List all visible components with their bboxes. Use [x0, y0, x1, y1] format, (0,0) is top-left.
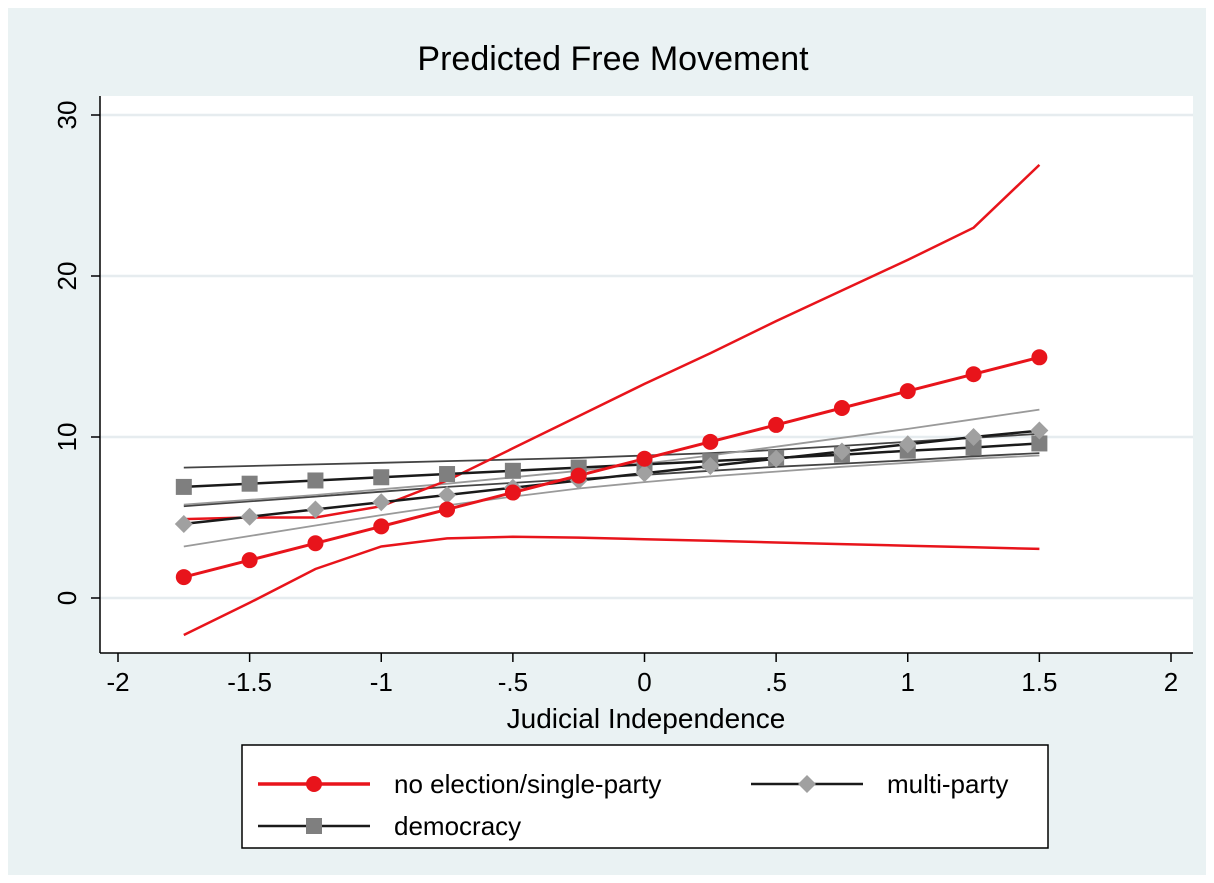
data-point [439, 501, 456, 518]
grid-lines [100, 113, 1193, 600]
data-point [767, 449, 786, 468]
data-point [636, 450, 653, 467]
data-point [899, 383, 916, 400]
y-tick-label: 20 [52, 262, 82, 291]
legend-items: no election/single-party multi-party democ… [258, 769, 1008, 841]
data-point [570, 467, 587, 484]
data-point [833, 400, 850, 417]
x-tick-label: 0 [637, 667, 651, 697]
legend-box [241, 744, 1049, 849]
legend-swatch-marker [306, 776, 322, 792]
ci-upper-line [183, 432, 1040, 469]
data-point [438, 485, 457, 504]
data-point [768, 416, 785, 433]
x-tick-label: 1 [901, 667, 915, 697]
data-point [1031, 435, 1048, 452]
data-point [964, 428, 983, 446]
data-point [635, 464, 654, 483]
data-point [175, 478, 192, 495]
data-point [965, 439, 982, 456]
data-point [1030, 421, 1049, 440]
data-point [307, 472, 324, 489]
chart-figure: Predicted Free Movement 0 10 20 30 -2 -1.5 -1-… [8, 8, 1206, 875]
x-tick-label: -1 [370, 667, 393, 697]
data-point [175, 569, 192, 586]
data-point [174, 514, 193, 533]
legend-label: democracy [394, 811, 521, 841]
data-point [307, 535, 324, 552]
chart-title: Predicted Free Movement [417, 40, 809, 78]
data-point [372, 493, 391, 512]
x-tick-label: -1.5 [227, 667, 272, 697]
data-point [373, 469, 390, 486]
series-lines [183, 355, 1040, 579]
ci-lower-line [183, 454, 1040, 548]
data-point [702, 433, 719, 450]
data-point [701, 456, 720, 475]
data-point [241, 552, 258, 569]
series-markers [174, 349, 1049, 586]
data-point [504, 484, 521, 501]
x-tick-label: .5 [765, 667, 787, 697]
legend-swatch-marker [798, 775, 816, 793]
data-point [241, 475, 258, 492]
plot-area [100, 96, 1193, 653]
legend-swatch-marker [306, 818, 322, 834]
legend-label: no election/single-party [394, 769, 661, 799]
legend-label: multi-party [887, 769, 1008, 799]
x-tick-label: -.5 [498, 667, 528, 697]
x-tick-label: 1.5 [1021, 667, 1057, 697]
y-tick-label: 0 [52, 591, 82, 605]
ci-upper-line [183, 163, 1041, 521]
data-point [832, 442, 851, 461]
y-tick-label: 10 [52, 423, 82, 452]
y-tick-label: 30 [52, 101, 82, 130]
ci-lower-line [183, 535, 1040, 637]
series-line [183, 429, 1040, 526]
axes: 0 10 20 30 -2 -1.5 -1 -.5 0 .5 1 1.5 2 [52, 96, 1193, 697]
legend: no election/single-party multi-party democ… [241, 744, 1049, 849]
series-line [183, 355, 1040, 579]
data-point [898, 435, 917, 454]
data-point [439, 466, 456, 483]
data-point [504, 462, 521, 479]
data-point [306, 500, 325, 519]
data-point [373, 518, 390, 535]
data-point [240, 507, 259, 526]
data-point [1031, 349, 1048, 366]
x-axis-title: Judicial Independence [507, 703, 786, 734]
x-tick-label: 2 [1164, 667, 1178, 697]
data-point [965, 366, 982, 383]
x-tick-label: -2 [106, 667, 129, 697]
